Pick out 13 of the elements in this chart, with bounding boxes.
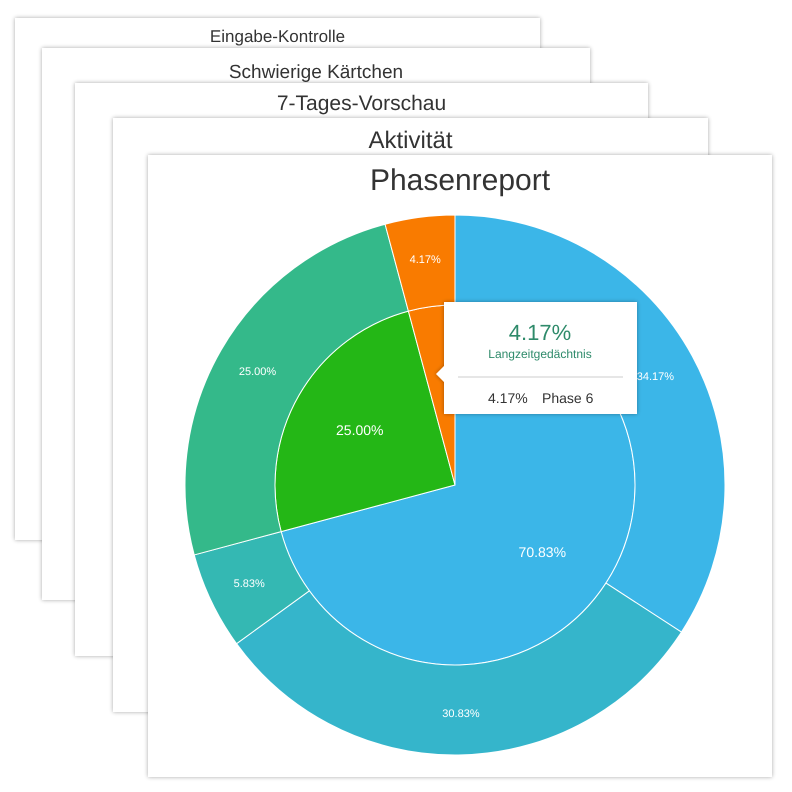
data-label: 34.17% bbox=[636, 371, 674, 384]
text: Aktivität bbox=[368, 127, 453, 154]
data-label: 25.00% bbox=[238, 366, 276, 378]
data-label: 4.17% bbox=[410, 254, 442, 266]
chart-title: Phasenreport bbox=[370, 164, 551, 197]
text: Eingabe-Kontrolle bbox=[210, 27, 346, 46]
data-label: 30.83% bbox=[442, 708, 480, 720]
tooltip: 4.17% Langzeitgedächtnis 4.17% Phase 6 bbox=[436, 302, 637, 414]
data-label: 5.83% bbox=[234, 578, 266, 590]
text: 7-Tages-Vorschau bbox=[276, 92, 446, 115]
data-label: 70.83% bbox=[518, 544, 566, 560]
data-label: 25.00% bbox=[336, 422, 384, 438]
text: Schwierige Kärtchen bbox=[228, 62, 404, 83]
